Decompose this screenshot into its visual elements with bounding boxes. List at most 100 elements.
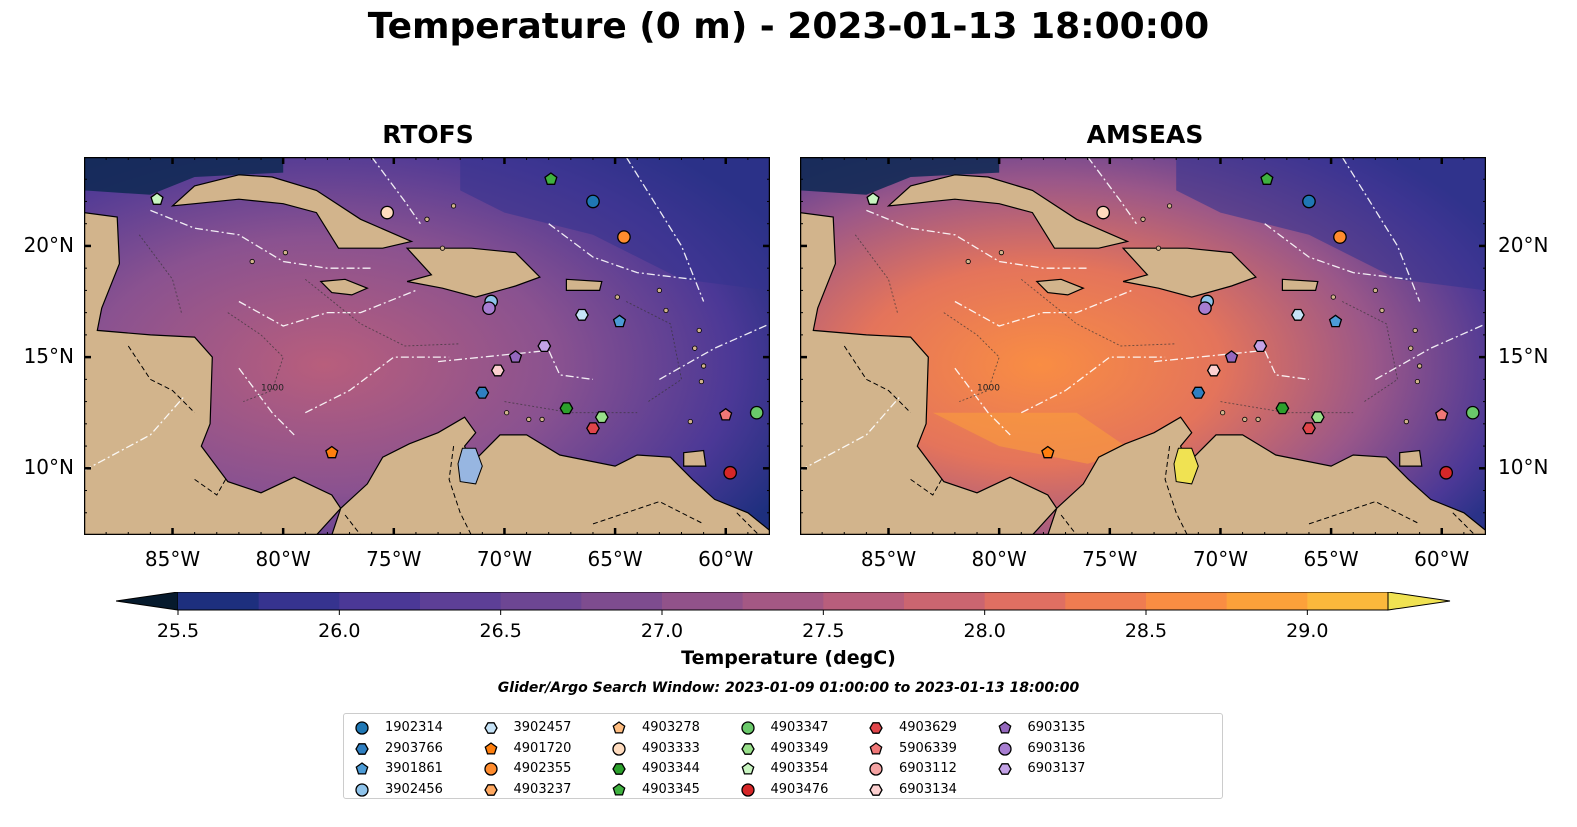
legend-marker-3902457	[483, 722, 498, 734]
marker-6903137	[1253, 339, 1268, 353]
legend-label: 1902314	[385, 720, 443, 735]
x-tick-label: 65°W	[587, 547, 643, 571]
y-tick-label-right: 20°N	[1498, 232, 1549, 257]
y-tick-label-left: 10°N	[23, 455, 74, 480]
marker-4903344	[559, 402, 574, 415]
legend-label: 6903112	[899, 761, 957, 776]
x-tick-label: 65°W	[1303, 547, 1359, 571]
land-cuba	[170, 174, 414, 249]
pentagon-marker-icon	[998, 721, 1011, 734]
contour-label: 1000	[261, 383, 284, 393]
marker-4903476	[1439, 465, 1454, 480]
legend-label: 2903766	[385, 740, 443, 756]
hexagon-marker-icon	[740, 742, 755, 755]
legend-marker-4902355	[483, 762, 498, 776]
colorbar-extend-max	[1387, 592, 1451, 611]
marker-4903476	[723, 465, 738, 480]
x-tick-label: 85°W	[144, 547, 201, 571]
legend-marker-6903136	[997, 741, 1012, 756]
legend-label: 4903476	[770, 781, 829, 797]
marker-4903333	[1096, 205, 1111, 220]
land-cuba	[886, 174, 1130, 249]
legend-label: 3901861	[385, 761, 443, 776]
legend-label: 6903136	[1027, 740, 1086, 756]
pentagon-marker-icon	[741, 762, 754, 775]
pentagon-marker-icon	[612, 782, 626, 796]
hexagon-marker-icon	[612, 763, 626, 775]
legend-entry: 4903349	[740, 740, 865, 758]
marker-4902355	[617, 230, 631, 244]
x-tick-label: 70°W	[1192, 547, 1249, 571]
legend-entry: 4903344	[611, 760, 736, 778]
legend-entry: 3902456	[354, 781, 479, 799]
marker-4903344	[1275, 402, 1290, 415]
map-panel-rtofs: 1000	[84, 157, 770, 535]
marker-4903629	[586, 422, 600, 435]
legend-entry: 4903629	[868, 719, 993, 737]
legend-entry: 2903766	[354, 740, 479, 758]
legend-marker-4903629	[869, 722, 883, 734]
colorbar-tick-label: 25.5	[157, 620, 199, 642]
colorbar-tick-label: 28.0	[964, 620, 1006, 642]
marker-3901861	[1328, 314, 1343, 328]
legend-marker-4903347	[740, 721, 755, 735]
platform-legend: 1902314 2903766 3901861 3902456 3902457 49017…	[343, 713, 1223, 799]
x-tick-label: 75°W	[366, 547, 422, 571]
legend-label: 5906339	[899, 740, 957, 756]
land-south-america	[1047, 416, 1486, 535]
legend-label: 4903278	[642, 720, 700, 735]
hexagon-marker-icon	[869, 722, 883, 734]
marker-5906339	[719, 407, 733, 421]
marker-4903354	[150, 192, 164, 205]
legend-entry: 4903354	[740, 760, 865, 778]
legend-entry: 4903278	[611, 719, 736, 737]
legend-entry: 6903112	[868, 760, 993, 778]
legend-marker-6903137	[997, 763, 1012, 775]
marker-4903345	[544, 172, 558, 185]
legend-label: 4902355	[513, 761, 572, 776]
land-central-america	[84, 211, 342, 535]
marker-4903354	[866, 192, 880, 205]
marker-4903347	[749, 405, 764, 420]
search-window-text: Glider/Argo Search Window: 2023-01-09 01…	[497, 680, 1080, 696]
legend-entry: 3901861	[354, 760, 479, 778]
legend-entry: 4902355	[483, 760, 608, 778]
legend-marker-4903333	[612, 741, 626, 756]
colorbar-tick-label: 28.5	[1125, 620, 1167, 642]
legend-label: 4903629	[899, 720, 957, 735]
marker-3902457	[574, 308, 589, 321]
legend-marker-6903135	[998, 721, 1011, 734]
legend-label: 4901720	[513, 740, 572, 756]
land-trinidad	[1399, 449, 1423, 467]
legend-entry: 4903237	[483, 781, 608, 799]
legend-entry: 4903333	[611, 740, 736, 758]
marker-4903349	[594, 411, 609, 424]
panel-title-amseas: AMSEAS	[1086, 120, 1204, 149]
legend-entry: 4903345	[611, 781, 736, 799]
x-tick-label: 80°W	[971, 547, 1027, 571]
legend-marker-3902456	[355, 782, 369, 797]
legend-label: 6903137	[1027, 761, 1086, 776]
pentagon-marker-icon	[869, 741, 883, 755]
circle-marker-icon	[997, 741, 1012, 756]
hexagon-marker-icon	[997, 763, 1012, 775]
land-jamaica	[1035, 278, 1085, 296]
land-trinidad	[683, 449, 707, 467]
marker-2903766	[475, 386, 490, 399]
marker-5906339	[1435, 407, 1449, 421]
x-tick-label: 60°W	[1414, 547, 1470, 571]
hexagon-marker-icon	[869, 783, 883, 796]
y-tick-label-right: 10°N	[1498, 455, 1549, 480]
colorbar-tick-label: 29.0	[1286, 620, 1328, 642]
marker-6903135	[508, 350, 523, 363]
legend-entry: 4901720	[483, 740, 608, 758]
pentagon-marker-icon	[484, 741, 497, 755]
legend-entry: 6903137	[997, 760, 1122, 778]
circle-marker-icon	[869, 762, 883, 776]
legend-label: 6903135	[1027, 720, 1086, 735]
marker-3901861	[612, 314, 627, 328]
circle-marker-icon	[740, 782, 755, 797]
colorbar-label: Temperature (degC)	[681, 647, 896, 669]
legend-marker-1902314	[355, 721, 369, 735]
legend-label: 4903237	[513, 781, 572, 797]
